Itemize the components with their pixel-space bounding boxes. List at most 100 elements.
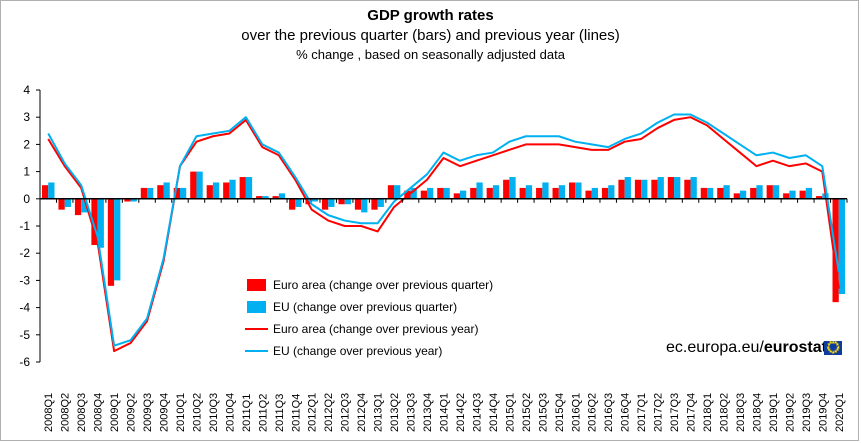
bar-euro-area-2012Q1	[305, 198, 312, 205]
bar-euro-area-2017Q1	[634, 179, 642, 199]
bar-euro-area-2014Q3	[470, 187, 477, 199]
x-tick-label: 2015Q2	[521, 393, 533, 432]
bar-eu-2010Q1	[179, 187, 187, 199]
x-tick-label: 2016Q3	[603, 393, 615, 432]
legend: Euro area (change over previous quarter)…	[245, 278, 493, 358]
bar-euro-area-2010Q3	[206, 185, 213, 199]
bar-eu-2016Q4	[624, 177, 631, 199]
legend-label: Euro area (change over previous year)	[273, 322, 478, 336]
bar-eu-2012Q2	[328, 198, 335, 207]
bar-eu-2018Q3	[739, 190, 747, 199]
bar-eu-2012Q1	[311, 198, 318, 202]
bar-eu-2008Q4	[97, 198, 104, 248]
bar-euro-area-2009Q1	[107, 198, 115, 286]
flag-star-icon: ★	[826, 342, 832, 348]
bar-euro-area-2018Q4	[750, 187, 757, 199]
x-tick-label: 2011Q4	[290, 394, 302, 432]
chart-title: GDP growth rates	[367, 7, 494, 24]
x-tick-label: 2013Q2	[389, 393, 401, 432]
x-tick-label: 2017Q2	[653, 393, 665, 432]
x-tick-label: 2009Q1	[109, 393, 121, 432]
x-tick-label: 2008Q3	[76, 393, 88, 432]
bar-eu-2015Q3	[542, 182, 549, 199]
x-tick-label: 2019Q2	[784, 393, 796, 432]
x-tick-label: 2018Q2	[718, 393, 730, 432]
bar-euro-area-2016Q1	[569, 182, 576, 199]
bar-eu-2012Q4	[361, 198, 368, 213]
x-tick-label: 2014Q1	[439, 393, 451, 432]
legend-label: Euro area (change over previous quarter)	[273, 278, 493, 292]
bar-euro-area-2008Q3	[74, 198, 82, 216]
bar-euro-area-2018Q3	[733, 193, 740, 199]
axes-layer: -6 -5 -4 -3 -2 -1 0 1 2 3 4 2008Q1 2008Q2 2008Q3 2008Q…	[19, 83, 848, 432]
bar-eu-2009Q2	[130, 198, 137, 202]
x-tick-label: 2014Q4	[488, 393, 500, 432]
flag-star-icon: ★	[833, 348, 838, 355]
x-tick-label: 2013Q1	[373, 393, 385, 432]
bar-euro-area-2014Q1	[437, 187, 444, 199]
bar-eu-2011Q1	[245, 177, 253, 199]
y-tick-label: 4	[23, 83, 30, 97]
bar-euro-area-2011Q2	[256, 196, 263, 199]
flag-star-icon: ★	[831, 349, 836, 356]
bar-eu-2011Q4	[295, 198, 302, 207]
eurostat-branding[interactable]: ec.europa.eu/eurostat	[666, 339, 827, 357]
x-tick-label: 2015Q3	[537, 393, 549, 432]
x-tick-label: 2017Q4	[686, 393, 698, 432]
x-tick-label: 2018Q3	[735, 393, 747, 432]
legend-label: EU (change over previous year)	[273, 344, 442, 358]
bar-eu-2017Q3	[674, 177, 681, 199]
x-tick-label: 2012Q3	[340, 393, 352, 432]
lines-layer	[47, 113, 840, 353]
bar-euro-area-2011Q1	[239, 177, 246, 199]
y-tick-label: -2	[19, 246, 30, 260]
x-tick-label: 2018Q1	[702, 393, 714, 432]
bar-eu-2019Q1	[772, 185, 780, 199]
flag-star-icon: ★	[833, 340, 838, 347]
x-tick-label: 2019Q3	[801, 393, 813, 432]
bar-eu-2010Q4	[229, 179, 236, 199]
y-tick-label: 2	[23, 137, 30, 151]
y-tick-label: -1	[19, 219, 30, 233]
chart-subtitle: over the previous quarter (bars) and pre…	[241, 27, 620, 44]
bar-euro-area-2019Q2	[783, 193, 790, 199]
bar-eu-2020Q1	[838, 198, 846, 294]
flag-star-icon: ★	[831, 339, 836, 346]
chart-note: % change , based on seasonally adjusted …	[296, 47, 565, 62]
legend-swatch	[247, 301, 266, 313]
x-tick-label: 2019Q4	[817, 393, 829, 432]
bar-eu-2015Q1	[509, 177, 516, 199]
bar-eu-2011Q2	[262, 196, 269, 199]
bar-eu-2018Q1	[707, 187, 714, 199]
bar-euro-area-2012Q3	[338, 198, 345, 205]
x-tick-label: 2010Q3	[208, 393, 220, 432]
y-tick-label: 3	[23, 110, 30, 124]
x-tick-label: 2019Q1	[768, 393, 780, 432]
bar-eu-2009Q4	[163, 182, 170, 199]
bar-eu-2008Q2	[64, 198, 71, 207]
bar-eu-2013Q3	[410, 187, 417, 199]
x-tick-label: 2010Q1	[175, 393, 187, 432]
x-tick-label: 2012Q2	[323, 393, 335, 432]
x-tick-label: 2018Q4	[751, 393, 763, 432]
bar-euro-area-2013Q1	[371, 198, 378, 210]
bar-euro-area-2008Q1	[41, 185, 49, 199]
bar-eu-2016Q1	[575, 182, 582, 199]
bar-euro-area-2010Q1	[173, 187, 180, 199]
x-tick-label: 2011Q2	[257, 394, 269, 432]
x-tick-label: 2012Q1	[307, 393, 319, 432]
bar-euro-area-2016Q4	[618, 179, 625, 199]
x-tick-label: 2008Q1	[43, 393, 55, 432]
bar-eu-2017Q4	[690, 177, 697, 199]
flag-star-icon: ★	[836, 344, 841, 351]
bar-euro-area-2011Q3	[272, 196, 279, 199]
x-tick-label: 2014Q2	[455, 393, 467, 432]
bar-euro-area-2014Q4	[486, 187, 493, 199]
bar-euro-area-2019Q4	[816, 196, 823, 199]
bar-eu-2014Q2	[459, 190, 467, 199]
bar-eu-2016Q2	[591, 187, 598, 199]
bar-euro-area-2009Q2	[124, 198, 131, 202]
x-tick-label: 2013Q4	[422, 393, 434, 432]
bar-euro-area-2011Q4	[289, 198, 296, 210]
